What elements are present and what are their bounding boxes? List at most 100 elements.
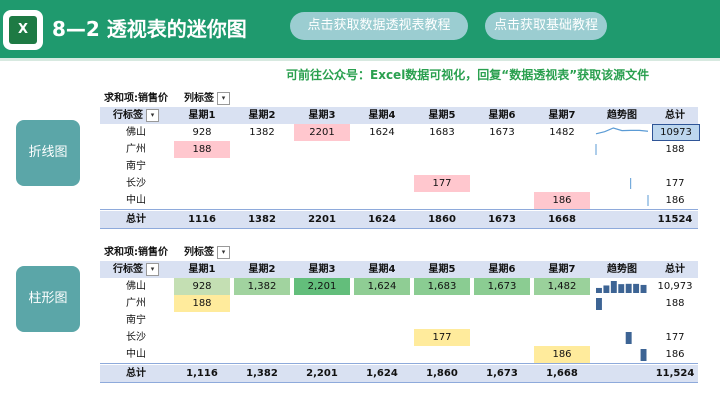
line-chart-button[interactable]: 折线图 (16, 120, 80, 186)
row-total (652, 312, 698, 329)
column-total: 1,668 (546, 368, 578, 379)
pivot-corner-label: 求和项:销售价 (104, 93, 168, 104)
column-total: 2201 (308, 214, 336, 225)
value-cell: 2,201 (294, 278, 350, 295)
column-total: 1,624 (366, 368, 398, 379)
column-header: 星期1 (188, 110, 216, 121)
row-name: 广州 (126, 298, 146, 309)
value-cell (354, 329, 410, 346)
column-total: 1673 (488, 214, 516, 225)
value-cell (294, 346, 350, 363)
column-label-filter[interactable]: 列标签 ▾ (182, 90, 232, 107)
value-cell (534, 295, 590, 312)
sparkline (592, 346, 652, 363)
row-name: 佛山 (126, 127, 146, 138)
column-total: 1860 (428, 214, 456, 225)
pivot-data-row: 中山 186 186 (100, 346, 698, 363)
sparkline-svg (596, 281, 647, 293)
pivot-data-row: 长沙 177 177 (100, 329, 698, 346)
column-header: 星期5 (428, 264, 456, 275)
value-cell (234, 312, 290, 329)
pivot-data-row: 佛山 928 1382 2201 1624 1683 1673 1482 10973 (100, 124, 700, 141)
row-total: 10,973 (657, 281, 693, 292)
total-label: 总计 (126, 214, 146, 225)
row-total: 186 (665, 195, 685, 206)
sparkline-bar (603, 285, 610, 293)
pivot-header-row: 行标签 ▾ 星期1 星期2 星期3 星期4 星期5 星期6 星期7 趋势图 总计 (100, 261, 698, 278)
row-label-filter[interactable]: 行标签 ▾ (100, 261, 172, 278)
total-separator (100, 363, 698, 364)
row-total: 188 (665, 298, 685, 309)
column-header: 总计 (665, 110, 685, 121)
value-cell: 1,382 (234, 278, 290, 295)
header-divider (0, 58, 720, 61)
value-cell (354, 158, 410, 175)
column-header: 趋势图 (607, 110, 637, 121)
column-label-text: 列标签 (184, 247, 214, 258)
pivot-table-bar: 求和项:销售价 列标签 ▾ 行标签 ▾ 星期1 星期2 星期3 星期4 星期5 星期6 星期7 趋势图总… (100, 244, 698, 386)
value-cell: 1,482 (534, 278, 590, 295)
sparkline-bar (596, 287, 602, 293)
pivot-total-row: 总计 1,116 1,382 2,201 1,624 1,860 1,673 1,668 11,… (100, 365, 698, 382)
dropdown-icon[interactable]: ▾ (217, 245, 230, 259)
column-total: 2,201 (306, 368, 338, 379)
dropdown-icon[interactable]: ▾ (146, 108, 159, 122)
sparkline-bar (596, 298, 602, 310)
row-total: 10973 (652, 124, 700, 141)
column-header: 星期3 (308, 110, 336, 121)
pivot-header-row-1: 求和项:销售价 列标签 ▾ (100, 90, 698, 107)
value-cell (354, 295, 410, 312)
pivot-data-row: 广州 188 188 (100, 295, 698, 312)
column-header: 总计 (665, 264, 685, 275)
pivot-total-row: 总计 1116 1382 2201 1624 1860 1673 1668 11524 (100, 211, 698, 228)
column-label-filter[interactable]: 列标签 ▾ (182, 244, 232, 261)
sparkline (592, 158, 652, 175)
pivot-header-row: 行标签 ▾ 星期1 星期2 星期3 星期4 星期5 星期6 星期7 趋势图 总计 (100, 107, 698, 124)
total-separator (100, 209, 698, 210)
row-total: 177 (665, 332, 685, 343)
column-header: 星期6 (488, 110, 516, 121)
sparkline-bar (625, 332, 632, 344)
value-cell (294, 329, 350, 346)
sparkline-svg (630, 178, 632, 189)
sparkline-svg (595, 127, 649, 135)
sparkline-svg (640, 349, 647, 361)
dropdown-icon[interactable]: ▾ (217, 91, 230, 105)
row-label-filter[interactable]: 行标签 ▾ (100, 107, 172, 124)
column-header: 星期2 (248, 110, 276, 121)
row-total: 188 (665, 144, 685, 155)
sparkline (592, 124, 652, 141)
grand-total: 11524 (657, 214, 693, 225)
sparkline-path (595, 127, 649, 135)
bar-chart-button[interactable]: 柱形图 (16, 266, 80, 332)
column-label-text: 列标签 (184, 93, 214, 104)
value-cell (234, 295, 290, 312)
dropdown-icon[interactable]: ▾ (146, 262, 159, 276)
value-cell: 1482 (549, 127, 575, 138)
value-cell (354, 192, 410, 209)
header-bar: X 8—2 透视表的迷你图 点击获取数据透视表教程 点击获取基础教程 (0, 0, 720, 58)
row-name: 佛山 (126, 281, 146, 292)
value-cell (414, 192, 470, 209)
value-cell (474, 141, 530, 158)
value-cell (474, 346, 530, 363)
pivot-tutorial-button[interactable]: 点击获取数据透视表教程 (290, 12, 468, 40)
bottom-border (100, 382, 698, 383)
value-cell (294, 175, 350, 192)
sparkline-bar (640, 349, 647, 361)
value-cell (234, 141, 290, 158)
value-cell (174, 192, 230, 209)
basic-tutorial-button[interactable]: 点击获取基础教程 (485, 12, 607, 40)
value-cell: 1,683 (414, 278, 470, 295)
value-cell (174, 158, 230, 175)
value-cell (414, 346, 470, 363)
pivot-corner-label: 求和项:销售价 (104, 247, 168, 258)
column-header: 星期6 (488, 264, 516, 275)
value-cell (174, 346, 230, 363)
row-total: 177 (665, 178, 685, 189)
column-header: 星期2 (248, 264, 276, 275)
value-cell (474, 312, 530, 329)
excel-logo: X (3, 10, 43, 50)
column-total: 1668 (548, 214, 576, 225)
column-total: 1624 (368, 214, 396, 225)
